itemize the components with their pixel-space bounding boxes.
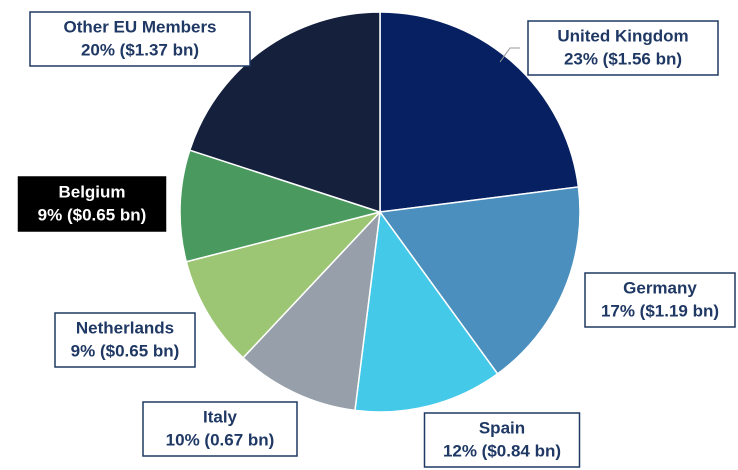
slice-value: 20% ($1.37 bn) <box>81 40 199 59</box>
slice-name: Other EU Members <box>63 17 216 36</box>
pie-slice <box>379 11 580 213</box>
slice-name: Italy <box>203 407 238 426</box>
label-box <box>54 312 196 368</box>
slice-name: Germany <box>623 278 697 297</box>
slice-name: United Kingdom <box>557 26 688 45</box>
pie-slice <box>242 209 382 412</box>
slice-value: 10% (0.67 bn) <box>166 430 275 449</box>
label-box <box>142 401 298 457</box>
label-box <box>423 412 581 468</box>
leader-line <box>499 47 520 63</box>
label-box <box>17 176 167 232</box>
slice-value: 12% ($0.84 bn) <box>443 441 561 460</box>
label-box <box>584 272 736 328</box>
label-box <box>29 11 251 67</box>
slice-value: 9% ($0.65 bn) <box>71 341 180 360</box>
slice-name: Belgium <box>58 182 125 201</box>
pie-slice <box>179 149 383 263</box>
slice-value: 17% ($1.19 bn) <box>601 301 719 320</box>
pie-slice <box>188 11 381 214</box>
slice-name: Spain <box>479 418 525 437</box>
pie-slice <box>378 186 581 375</box>
pie-slice <box>354 210 499 413</box>
label-box <box>527 20 719 76</box>
pie-slice <box>185 210 383 359</box>
slice-name: Netherlands <box>76 318 174 337</box>
slice-value: 23% ($1.56 bn) <box>564 49 682 68</box>
slice-value: 9% ($0.65 bn) <box>38 205 147 224</box>
